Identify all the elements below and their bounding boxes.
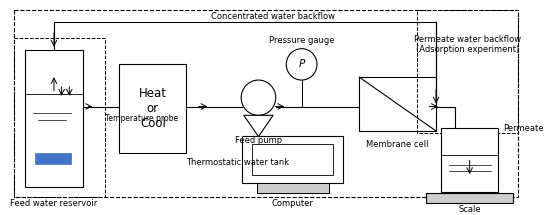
Text: Feed water reservoir: Feed water reservoir <box>10 199 97 208</box>
Bar <box>242 136 343 183</box>
Text: Pressure gauge: Pressure gauge <box>269 36 334 45</box>
Text: Concentrated water backflow: Concentrated water backflow <box>211 12 335 21</box>
Text: Feed pump: Feed pump <box>235 136 282 145</box>
Text: Permeate water backflow
(Adsorption experiment): Permeate water backflow (Adsorption expe… <box>414 35 521 54</box>
Bar <box>256 183 328 193</box>
Bar <box>14 11 518 197</box>
Bar <box>417 11 518 133</box>
Text: Temperature probe: Temperature probe <box>105 114 178 123</box>
Bar <box>252 144 333 175</box>
Bar <box>426 193 513 203</box>
Bar <box>14 38 105 197</box>
Bar <box>119 64 186 153</box>
Text: Thermostatic water tank: Thermostatic water tank <box>186 158 289 167</box>
Text: Computer: Computer <box>271 199 313 208</box>
Text: Permeate: Permeate <box>503 124 544 133</box>
Bar <box>359 77 436 131</box>
Text: Heat
or
Cool: Heat or Cool <box>139 87 167 130</box>
Text: Membrane cell: Membrane cell <box>366 140 429 149</box>
Text: Scale: Scale <box>458 205 481 214</box>
Bar <box>441 128 498 192</box>
Polygon shape <box>244 115 273 137</box>
Text: P: P <box>299 59 305 69</box>
Circle shape <box>287 49 317 80</box>
Bar <box>35 153 71 164</box>
Bar <box>25 50 82 187</box>
